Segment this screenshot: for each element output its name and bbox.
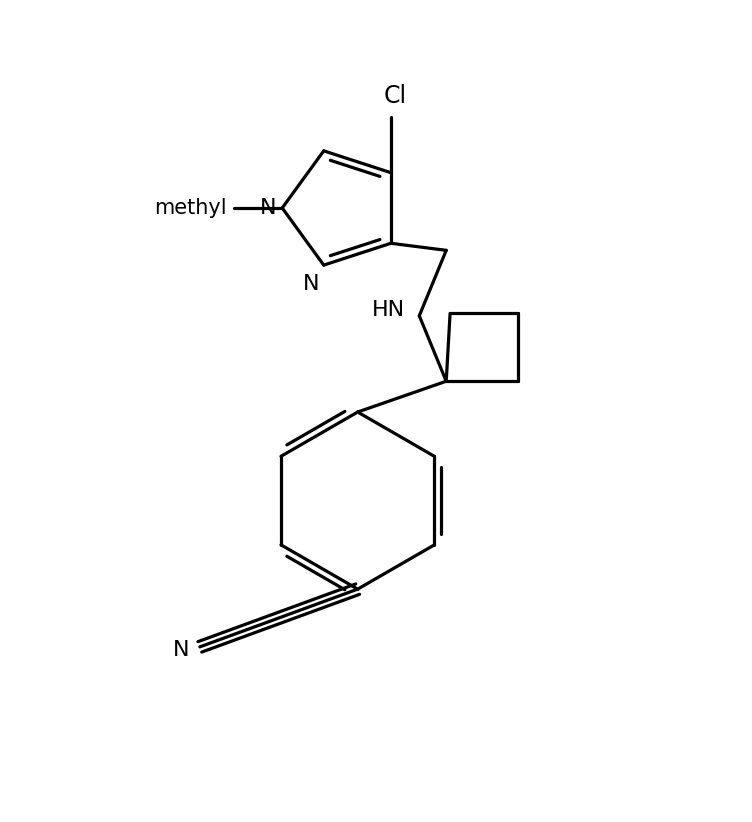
Text: methyl: methyl bbox=[154, 198, 227, 218]
Text: N: N bbox=[303, 275, 320, 294]
Text: N: N bbox=[259, 198, 276, 218]
Text: Cl: Cl bbox=[384, 84, 406, 108]
Text: HN: HN bbox=[372, 300, 405, 320]
Text: N: N bbox=[172, 640, 189, 660]
